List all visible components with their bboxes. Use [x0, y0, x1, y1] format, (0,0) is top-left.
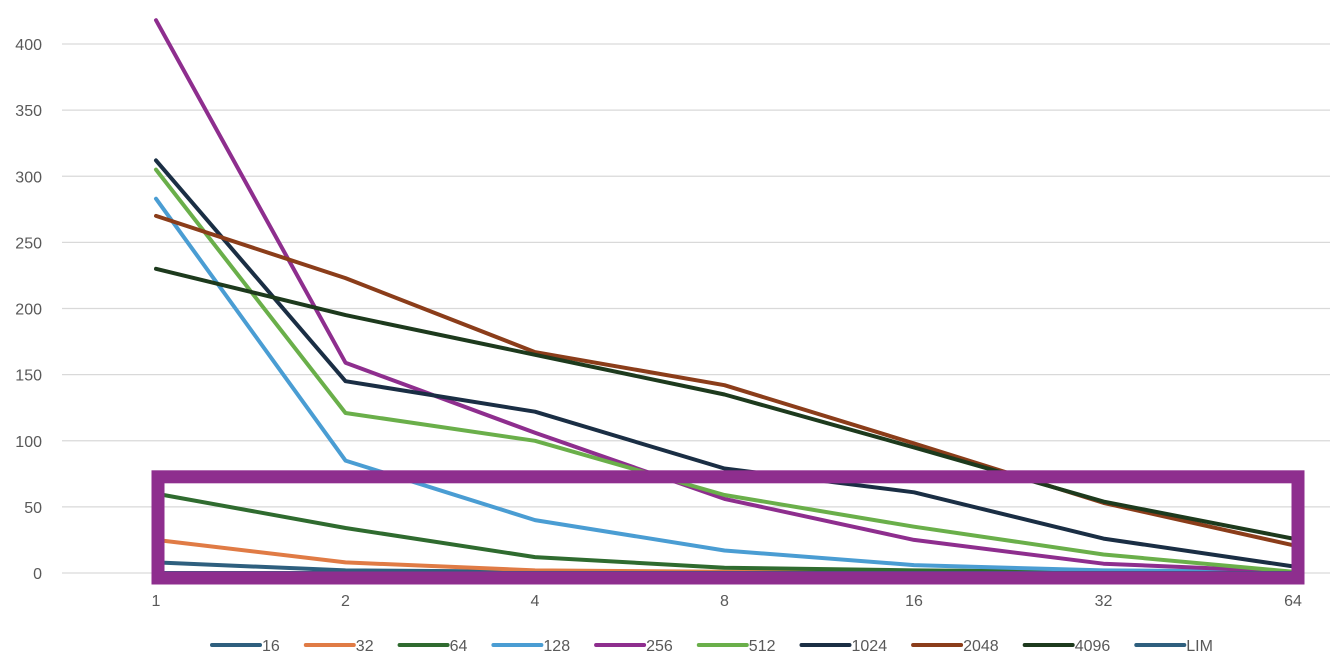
legend-label: 256 — [646, 638, 673, 655]
legend-label: LIM — [1186, 638, 1213, 655]
legend-item-2048: 2048 — [911, 638, 999, 655]
y-tick-label: 400 — [15, 37, 42, 54]
legend-item-32: 32 — [303, 638, 374, 655]
y-tick-label: 50 — [24, 500, 42, 517]
legend-label: 512 — [749, 638, 776, 655]
legend-item-64: 64 — [397, 638, 468, 655]
legend-label: 128 — [543, 638, 570, 655]
legend-item-16: 16 — [210, 638, 280, 655]
legend-label: 2048 — [963, 638, 999, 655]
legend-item-1024: 1024 — [799, 638, 888, 655]
y-tick-label: 350 — [15, 103, 42, 120]
series-lines — [154, 18, 1295, 575]
y-tick-label: 300 — [15, 169, 42, 186]
legend-label: 4096 — [1075, 638, 1111, 655]
x-tick-label: 2 — [341, 593, 350, 610]
legend: 16 32 64 128 256 512 1024 2048 4096 LIM — [210, 638, 1213, 655]
y-tick-label: 200 — [15, 302, 42, 319]
legend-item-512: 512 — [696, 638, 776, 655]
legend-label: 1024 — [852, 638, 888, 655]
x-tick-label: 64 — [1284, 593, 1302, 610]
legend-label: 64 — [450, 638, 468, 655]
legend-item-lim: LIM — [1134, 638, 1213, 655]
x-tick-label: 1 — [152, 593, 161, 610]
x-tick-label: 32 — [1095, 593, 1113, 610]
legend-item-256: 256 — [594, 638, 673, 655]
annotations — [151, 470, 1305, 585]
series-line-1024 — [154, 158, 1295, 569]
highlight-box — [151, 470, 1305, 585]
legend-label: 16 — [262, 638, 280, 655]
y-tick-label: 250 — [15, 235, 42, 252]
y-axis-tick-labels: 0 50 100 150 200 250 300 350 400 — [15, 37, 42, 583]
legend-item-128: 128 — [491, 638, 570, 655]
legend-item-4096: 4096 — [1022, 638, 1111, 655]
series-line-512 — [154, 167, 1295, 574]
y-tick-label: 150 — [15, 368, 42, 385]
x-axis-tick-labels: 1 2 4 8 16 32 64 — [152, 593, 1302, 610]
series-line-256 — [154, 18, 1295, 574]
y-tick-label: 100 — [15, 434, 42, 451]
x-tick-label: 4 — [531, 593, 540, 610]
gridlines — [62, 43, 1330, 574]
series-line-128 — [154, 196, 1295, 574]
x-tick-label: 8 — [720, 593, 729, 610]
x-tick-label: 16 — [905, 593, 923, 610]
legend-label: 32 — [356, 638, 374, 655]
y-tick-label: 0 — [33, 566, 42, 583]
series-line-4096 — [154, 266, 1295, 541]
